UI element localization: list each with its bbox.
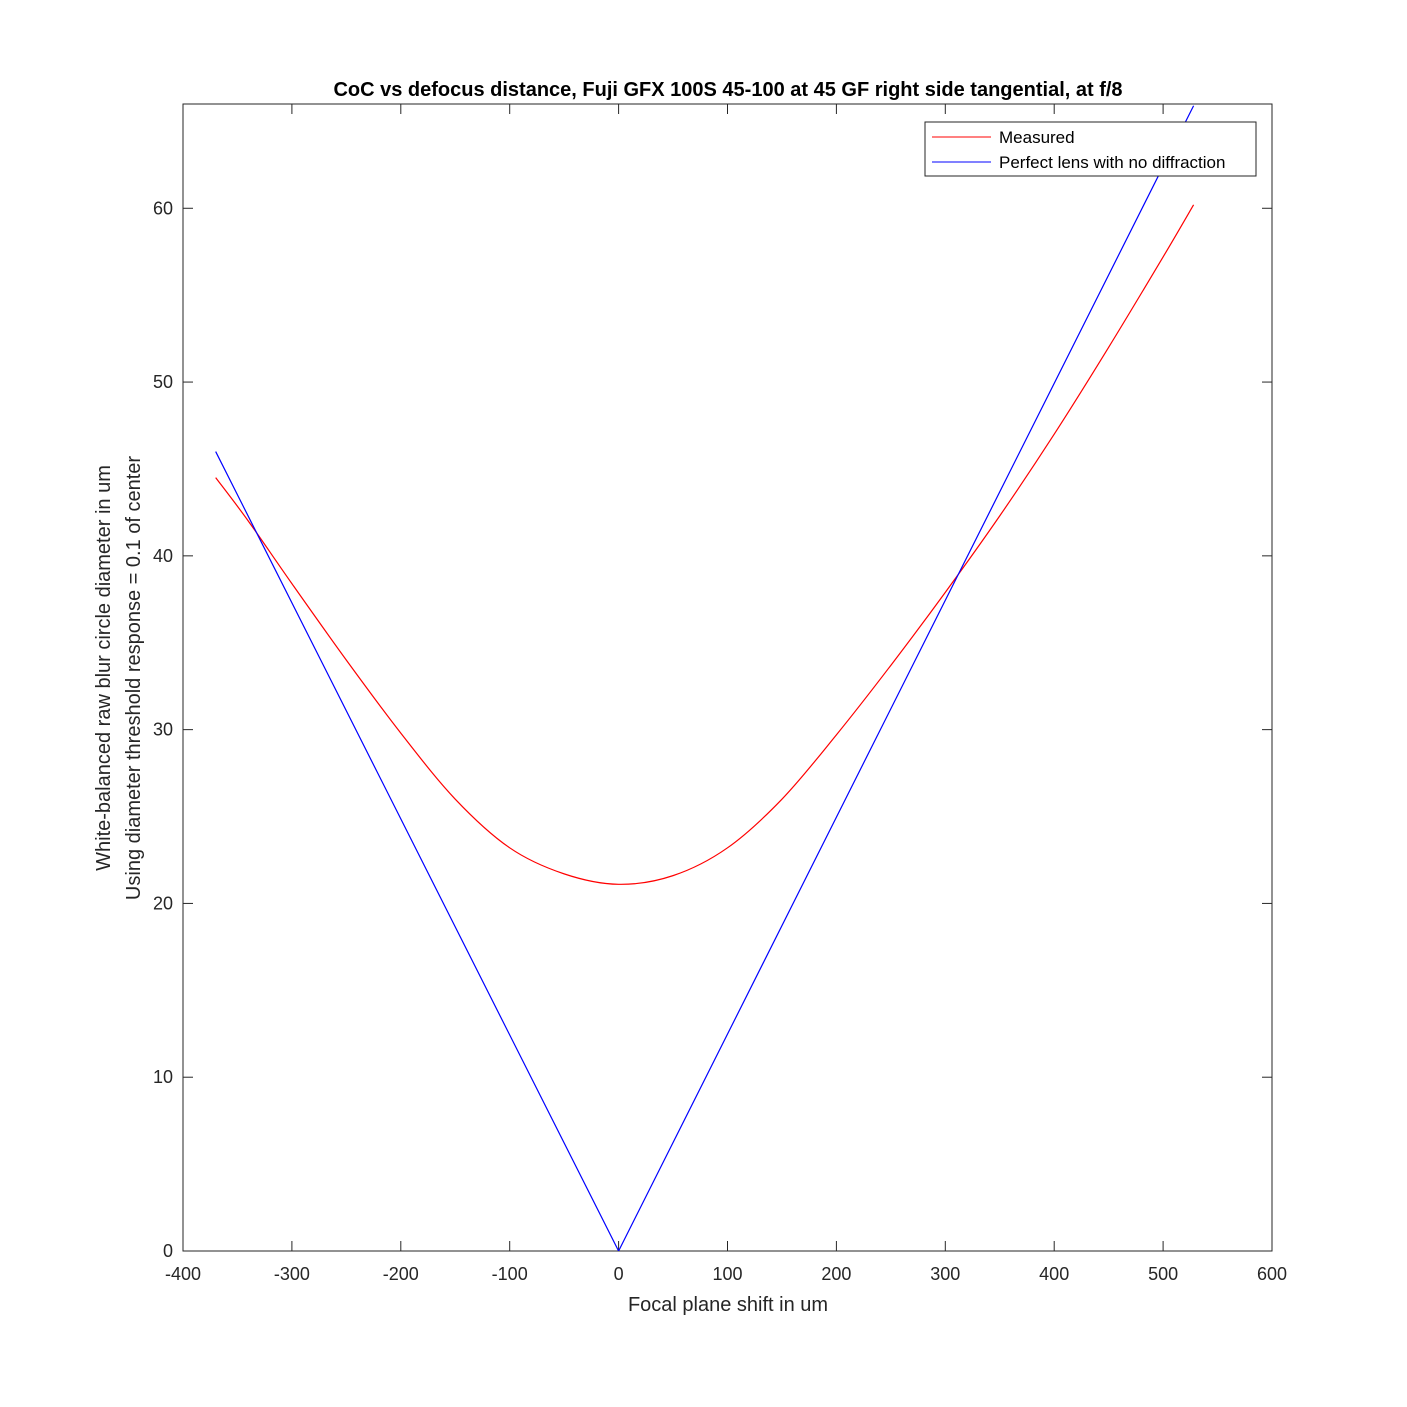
series-line-measured (215, 204, 1195, 885)
x-tick-label: 0 (614, 1264, 624, 1284)
x-tick-label: 200 (821, 1264, 851, 1284)
x-tick-label: -300 (274, 1264, 310, 1284)
y-axis-label-line-2: Using diameter threshold response = 0.1 … (123, 456, 145, 900)
legend: Measured Perfect lens with no diffractio… (924, 121, 1257, 177)
axis-ticks (182, 104, 1273, 1252)
legend-box (924, 121, 1257, 177)
x-tick-label: 300 (930, 1264, 960, 1284)
y-tick-label: 50 (153, 372, 173, 392)
y-tick-label: 40 (153, 546, 173, 566)
x-tick-label: 500 (1148, 1264, 1178, 1284)
plot-area (182, 103, 1273, 1252)
y-tick-label: 30 (153, 720, 173, 740)
x-tick-label: 400 (1039, 1264, 1069, 1284)
legend-label-measured: Measured (999, 128, 1075, 147)
x-tick-label: -100 (492, 1264, 528, 1284)
series-line-perfect-lens (215, 105, 1195, 1251)
chart-title: CoC vs defocus distance, Fuji GFX 100S 4… (333, 79, 1122, 101)
x-tick-label: 100 (712, 1264, 742, 1284)
y-axis-label-line-1: White-balanced raw blur circle diameter … (93, 465, 115, 871)
series-layer (215, 105, 1195, 1251)
y-tick-label: 10 (153, 1067, 173, 1087)
x-tick-label: 600 (1257, 1264, 1287, 1284)
x-tick-label: -200 (383, 1264, 419, 1284)
tick-labels: -400 -300 -200 -100 0 100 200 300 400 500 600 0 10 20… (153, 198, 1287, 1284)
y-tick-label: 60 (153, 198, 173, 218)
y-tick-label: 20 (153, 893, 173, 913)
x-tick-label: -400 (165, 1264, 201, 1284)
y-tick-label: 0 (163, 1241, 173, 1261)
legend-label-perfect-lens: Perfect lens with no diffraction (999, 153, 1225, 172)
x-axis-label: Focal plane shift in um (628, 1294, 828, 1316)
